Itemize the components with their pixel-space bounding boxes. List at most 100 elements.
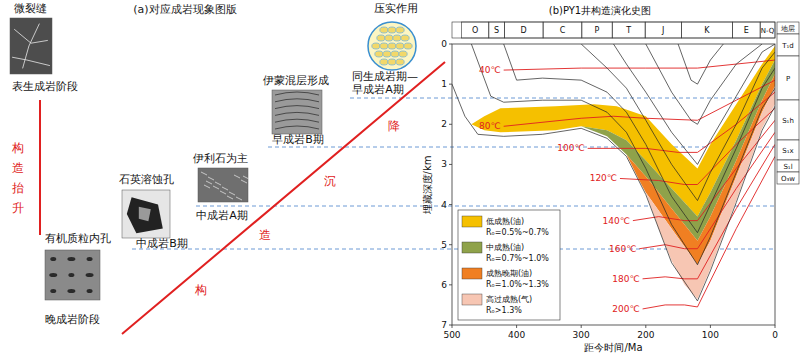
period-label: C — [560, 26, 566, 35]
period-label: E — [744, 26, 749, 35]
panel-a: (a)对应成岩现象图版微裂缝表生成岩阶段有机质粒内孔晚成岩阶段石英溶蚀孔中成岩B… — [10, 2, 445, 334]
burial-curve — [452, 84, 775, 301]
stage-label: 中成岩B期 — [136, 237, 188, 250]
x-tick-label: 400 — [508, 330, 525, 340]
isotherm-label: 140℃ — [603, 216, 630, 226]
period-strip — [452, 22, 775, 38]
burial-curve — [646, 44, 762, 124]
y-tick-label: 5 — [441, 240, 447, 250]
strata-cell — [777, 34, 799, 56]
y-axis-label: 埋藏深度/km — [422, 156, 433, 216]
label-char: 抬 — [12, 181, 24, 195]
grain — [385, 35, 393, 41]
grain — [404, 43, 412, 49]
grain — [393, 35, 401, 41]
legend: 低成熟(油)Rₒ=0.5%~0.7%中成熟(油)Rₒ=0.7%~1.0%成熟晚期… — [458, 210, 560, 320]
period-cell — [645, 22, 681, 38]
panel-title: (a)对应成岩现象图版 — [133, 3, 236, 16]
grain — [372, 43, 380, 49]
strata-label: O₃w — [781, 175, 795, 183]
grain — [380, 43, 388, 49]
image-frame — [122, 190, 170, 238]
legend-label: 高过成熟(气) — [486, 295, 532, 304]
grain — [388, 43, 396, 49]
x-tick-label: 100 — [702, 330, 719, 340]
grain — [380, 27, 388, 33]
stage-divider — [350, 98, 775, 99]
x-tick-label: 200 — [637, 330, 654, 340]
texture — [87, 257, 93, 261]
isotherm-label: 160℃ — [609, 244, 636, 254]
micrograph — [198, 168, 249, 202]
texture — [87, 289, 93, 293]
texture — [275, 119, 319, 122]
label-char: 造 — [12, 161, 24, 175]
isotherm-label: 200℃ — [612, 304, 639, 314]
texture — [50, 289, 56, 293]
period-label: O — [472, 26, 478, 35]
feature-label: 有机质粒内孔 — [45, 232, 111, 245]
period-cell — [462, 22, 489, 38]
stage-label: 晚成岩阶段 — [45, 313, 100, 326]
grain — [391, 51, 399, 57]
isotherm-label: 100℃ — [557, 143, 584, 153]
y-tick — [449, 84, 452, 85]
legend-label: 成熟晚期(油) — [486, 269, 532, 278]
texture — [241, 180, 247, 183]
grain — [396, 43, 404, 49]
legend-label: 低成熟(油) — [486, 217, 524, 226]
image-frame — [10, 18, 52, 74]
texture — [275, 112, 319, 115]
micrograph — [10, 18, 52, 74]
texture — [275, 92, 319, 95]
period-label: K — [704, 26, 710, 35]
stage-label: 中成岩A期 — [196, 209, 248, 222]
isotherm-label: 80℃ — [479, 121, 501, 131]
texture — [139, 207, 151, 221]
uplift-line — [39, 100, 41, 235]
label-char: 构 — [11, 141, 24, 155]
plot-frame — [452, 44, 775, 325]
label-char: 沉 — [324, 174, 336, 188]
texture — [49, 273, 57, 277]
x-tick — [581, 325, 582, 328]
texture — [67, 289, 75, 293]
texture — [68, 273, 74, 277]
period-cell — [612, 22, 645, 38]
texture — [127, 197, 163, 233]
grain — [388, 59, 396, 65]
strata-cell — [777, 100, 799, 140]
x-axis-label: 距今时间/Ma — [584, 342, 642, 353]
texture — [234, 175, 240, 178]
isotherm — [504, 80, 775, 126]
stage-label: 早成岩B期 — [272, 133, 324, 146]
y-tick — [449, 244, 452, 245]
burial-curve — [581, 44, 775, 201]
image-frame — [272, 90, 322, 134]
burial-curve — [614, 44, 776, 164]
grain — [396, 59, 404, 65]
y-tick-label: 4 — [441, 200, 447, 210]
isotherm-label: 120℃ — [590, 173, 617, 183]
grain — [388, 27, 396, 33]
uplift-label: 构造抬升 — [11, 141, 24, 215]
legend-box — [458, 210, 560, 320]
strata-label: S₁x — [782, 147, 793, 155]
plot-marks — [452, 44, 775, 309]
texture — [206, 181, 212, 184]
grain — [396, 27, 404, 33]
y-tick — [449, 124, 452, 125]
strata-label: S₁l — [783, 163, 792, 171]
period-label: J — [661, 26, 664, 35]
burial-curve — [471, 44, 775, 265]
strata-label: T₁d — [781, 42, 794, 50]
y-tick — [449, 44, 452, 45]
texture — [86, 273, 94, 277]
texture — [12, 57, 50, 65]
micrograph — [122, 190, 170, 238]
texture — [67, 257, 75, 261]
texture — [243, 176, 249, 179]
isotherm-label: 40℃ — [479, 65, 501, 75]
texture — [204, 185, 210, 188]
period-label: D — [521, 26, 527, 35]
